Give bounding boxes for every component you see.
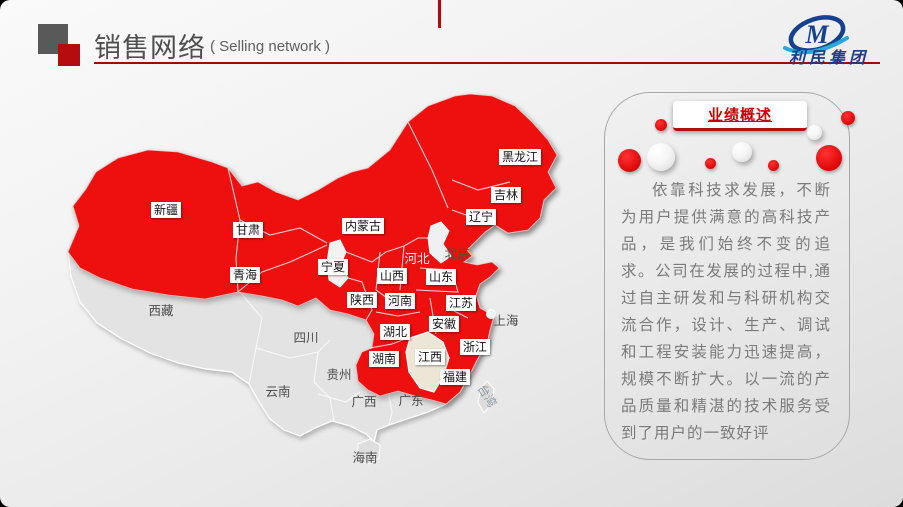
red-dot-icon	[768, 160, 779, 171]
red-dot-icon	[655, 119, 667, 131]
page-subtitle: ( Selling network )	[210, 38, 331, 55]
summary-panel: 业绩概述 依靠科技求发展，不断为用户提供满意的高科技产品，是我们始终不变的追求。…	[604, 92, 855, 460]
svg-text:M: M	[804, 20, 829, 49]
panel-header-badge: 业绩概述	[673, 101, 807, 131]
red-dot-icon	[841, 111, 855, 125]
map-region-hainan	[357, 438, 381, 465]
white-ball-icon	[647, 143, 675, 171]
company-name: 利民集团	[788, 50, 869, 67]
title-red-square	[58, 44, 80, 66]
map-region-taiwan	[477, 380, 495, 415]
white-ball-icon	[807, 125, 822, 140]
summary-text: 依靠科技求发展，不断为用户提供满意的高科技产品，是我们始终不变的追求。公司在发展…	[621, 182, 831, 442]
company-logo-icon: M	[783, 15, 849, 55]
map-region-beijing	[427, 221, 452, 264]
red-dot-icon	[816, 145, 842, 171]
map-region-shanghai	[486, 309, 496, 319]
white-ball-icon	[732, 142, 752, 162]
title-underline	[94, 62, 880, 64]
red-dot-icon	[618, 149, 641, 172]
page-title: 销售网络	[94, 33, 206, 63]
top-red-tick	[438, 0, 441, 28]
map-borders-gray	[239, 291, 393, 426]
panel-header-label: 业绩概述	[707, 107, 772, 124]
red-dot-icon	[705, 158, 716, 169]
